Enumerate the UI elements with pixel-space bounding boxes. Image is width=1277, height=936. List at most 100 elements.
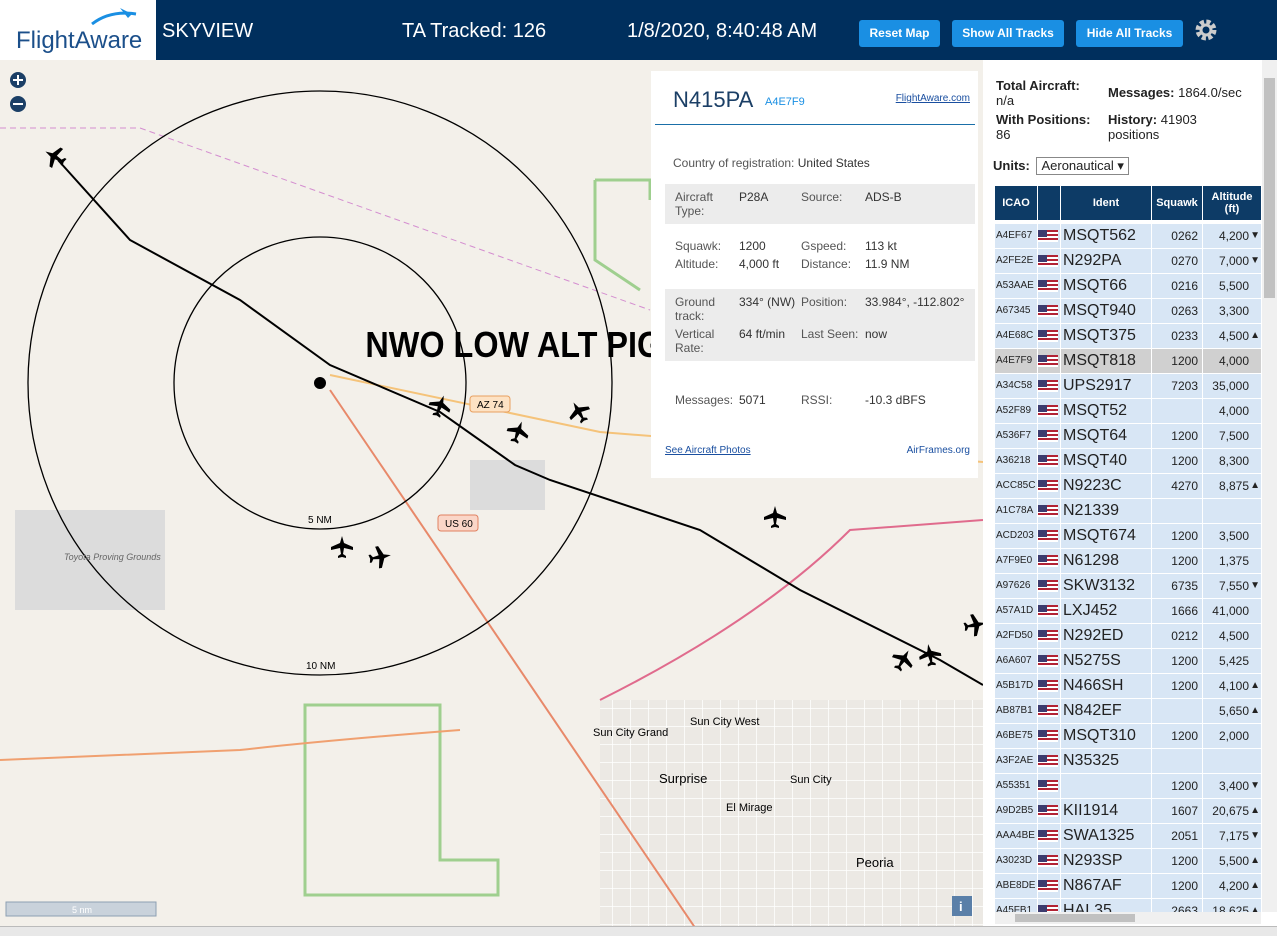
column-header[interactable]: Altitude (ft) [1203, 186, 1261, 220]
show-tracks-button[interactable]: Show All Tracks [952, 20, 1064, 47]
trend-arrow: ▼ [1250, 580, 1260, 591]
scrollbar[interactable] [1262, 60, 1277, 912]
icao-cell: A2FD50 [995, 624, 1037, 648]
field-label: Last Seen: [801, 327, 859, 341]
icao-cell: A6BE75 [995, 724, 1037, 748]
icao-cell: A55351 [995, 774, 1037, 798]
table-row[interactable]: A55351 1200 3,400 ▼ [995, 774, 1261, 799]
status-bar [0, 926, 1277, 936]
table-row[interactable]: A2FE2E N292PA 0270 7,000 ▼ [995, 249, 1261, 274]
icao-cell: ACC85C [995, 474, 1037, 498]
altitude-cell: 7,550 [1203, 574, 1261, 598]
table-row[interactable]: A4EF67 MSQT562 0262 4,200 ▼ [995, 224, 1261, 249]
hide-tracks-button[interactable]: Hide All Tracks [1076, 20, 1183, 47]
table-row[interactable]: A6A607 N5275S 1200 5,425 [995, 649, 1261, 674]
trend-arrow: ▲ [1250, 705, 1260, 716]
column-header[interactable]: ICAO [995, 186, 1037, 220]
field-label: Aircraft Type: [675, 190, 714, 218]
flag [1038, 605, 1058, 617]
table-row[interactable]: A53AAE MSQT66 0216 5,500 [995, 274, 1261, 299]
table-row[interactable]: A536F7 MSQT64 1200 7,500 [995, 424, 1261, 449]
flightaware-link[interactable]: FlightAware.com [895, 93, 970, 104]
app-title: SKYVIEW [162, 20, 254, 42]
logo[interactable]: FlightAware [0, 0, 156, 60]
table-row[interactable]: A52F89 MSQT52 4,000 [995, 399, 1261, 424]
icao-cell: A2FE2E [995, 249, 1037, 273]
column-header[interactable]: Ident [1061, 186, 1151, 220]
tracked-count: TA Tracked: 126 [402, 20, 547, 42]
squawk-cell: 2051 [1152, 824, 1202, 848]
icao-cell: A4EF67 [995, 224, 1037, 248]
icao-cell: A5B17D [995, 674, 1037, 698]
table-row[interactable]: A4E7F9 MSQT818 1200 4,000 [995, 349, 1261, 374]
field-label: Messages: [675, 393, 734, 407]
ident-cell: N466SH [1061, 674, 1151, 698]
squawk-cell: 1200 [1152, 549, 1202, 573]
table-row[interactable]: A7F9E0 N61298 1200 1,375 [995, 549, 1261, 574]
squawk-cell: 1200 [1152, 674, 1202, 698]
table-row[interactable]: A36218 MSQT40 1200 8,300 [995, 449, 1261, 474]
flag-cell [1038, 724, 1060, 748]
info-button[interactable] [952, 896, 972, 916]
table-row[interactable]: ACD203 MSQT674 1200 3,500 [995, 524, 1261, 549]
airframes-link[interactable]: AirFrames.org [906, 445, 970, 456]
stat: Messages: 1864.0/sec [1108, 85, 1242, 100]
altitude-cell: 7,000 [1203, 249, 1261, 273]
ident-cell: MSQT40 [1061, 449, 1151, 473]
ident-cell: N9223C [1061, 474, 1151, 498]
units-select[interactable]: Aeronautical ▾ [1036, 157, 1129, 175]
icao-cell: A36218 [995, 449, 1037, 473]
stat: History: 41903 positions [1108, 112, 1228, 142]
trend-arrow: ▲ [1250, 480, 1260, 491]
field-label: Altitude: [675, 257, 719, 271]
flag [1038, 705, 1058, 717]
urban-area [600, 700, 983, 935]
flag [1038, 330, 1058, 342]
overlay-label: NWO LOW ALT PIGS [365, 325, 683, 365]
flag-cell [1038, 349, 1060, 373]
table-row[interactable]: A67345 MSQT940 0263 3,300 [995, 299, 1261, 324]
settings-icon[interactable] [1194, 18, 1218, 42]
table-row[interactable]: A97626 SKW3132 6735 7,550 ▼ [995, 574, 1261, 599]
ring-label: 5 NM [308, 515, 332, 526]
ident-cell: MSQT66 [1061, 274, 1151, 298]
table-row[interactable]: A3F2AE N35325 [995, 749, 1261, 774]
altitude-cell: 4,100 [1203, 674, 1261, 698]
icao-cell: AAA4BE [995, 824, 1037, 848]
table-row[interactable]: ABE8DE N867AF 1200 4,200 ▲ [995, 874, 1261, 899]
table-row[interactable]: A3023D N293SP 1200 5,500 ▲ [995, 849, 1261, 874]
stat-value: 86 [996, 127, 1011, 142]
table-row[interactable]: A2FD50 N292ED 0212 4,500 [995, 624, 1261, 649]
reset-map-button[interactable]: Reset Map [859, 20, 940, 47]
trend-arrow: ▲ [1250, 805, 1260, 816]
table-row[interactable]: ACC85C N9223C 4270 8,875 ▲ [995, 474, 1261, 499]
ident-cell: LXJ452 [1061, 599, 1151, 623]
h-scrollbar[interactable] [995, 912, 1261, 924]
popup-section: Squawk: 1200 Gspeed: 113 kt Altitude: 4,000 f… [665, 233, 975, 277]
icao-cell: A1C78A [995, 499, 1037, 523]
table-row[interactable]: A4E68C MSQT375 0233 4,500 ▲ [995, 324, 1261, 349]
table-row[interactable]: A5B17D N466SH 1200 4,100 ▲ [995, 674, 1261, 699]
table-row[interactable]: AAA4BE SWA1325 2051 7,175 ▼ [995, 824, 1261, 849]
logo-text: FlightAware [16, 27, 143, 54]
photos-link[interactable]: See Aircraft Photos [665, 445, 751, 456]
icao-cell: ACD203 [995, 524, 1037, 548]
table-row[interactable]: A34C58 UPS2917 7203 35,000 [995, 374, 1261, 399]
squawk-cell: 4270 [1152, 474, 1202, 498]
column-header[interactable]: Squawk [1152, 186, 1202, 220]
ident-cell: MSQT375 [1061, 324, 1151, 348]
table-row[interactable]: A57A1D LXJ452 1666 41,000 [995, 599, 1261, 624]
altitude-cell: 4,200 [1203, 874, 1261, 898]
flag-cell [1038, 624, 1060, 648]
flag [1038, 880, 1058, 892]
table-row[interactable]: A9D2B5 KII1914 1607 20,675 ▲ [995, 799, 1261, 824]
flag [1038, 480, 1058, 492]
table-row[interactable]: AB87B1 N842EF 5,650 ▲ [995, 699, 1261, 724]
field-label: Vertical Rate: [675, 327, 715, 355]
stat-value: 1864.0/sec [1178, 85, 1242, 100]
table-row[interactable]: A6BE75 MSQT310 1200 2,000 [995, 724, 1261, 749]
table-row[interactable]: A1C78A N21339 [995, 499, 1261, 524]
icao-cell: A9D2B5 [995, 799, 1037, 823]
field-value: 334° (NW) [739, 295, 796, 309]
flag [1038, 380, 1058, 392]
